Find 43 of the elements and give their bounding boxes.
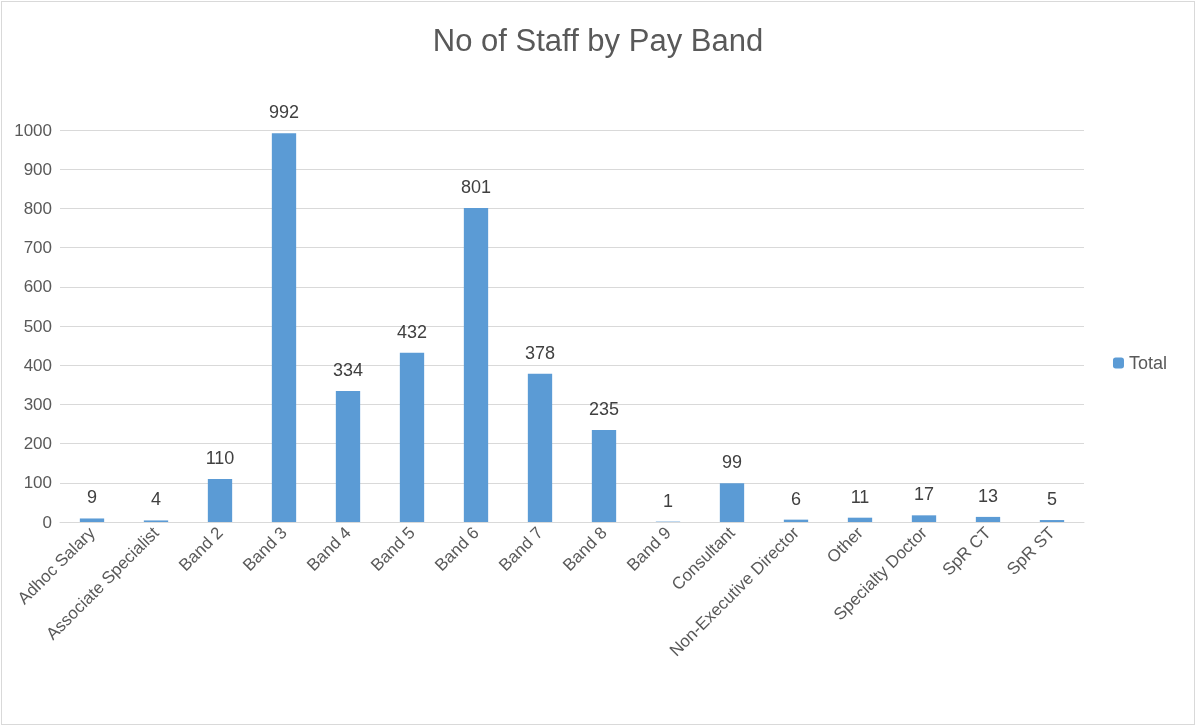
x-tick-label: SpR CT <box>938 523 995 580</box>
data-label: 235 <box>588 398 620 419</box>
y-tick-label: 0 <box>42 512 52 532</box>
y-tick-label: 100 <box>23 473 52 493</box>
data-label: 334 <box>332 360 364 381</box>
y-tick-label: 200 <box>23 434 52 454</box>
bar <box>719 483 745 522</box>
bar <box>591 429 617 522</box>
bar <box>463 208 489 522</box>
data-label: 17 <box>913 484 935 505</box>
data-label: 4 <box>150 489 162 510</box>
bar <box>399 352 425 522</box>
bar <box>271 133 297 522</box>
bar <box>911 515 937 522</box>
bar <box>975 516 1001 522</box>
y-tick-label: 300 <box>23 394 52 414</box>
data-label: 378 <box>524 342 556 363</box>
data-label: 13 <box>977 485 999 506</box>
bar <box>335 391 361 522</box>
chart-title: No of Staff by Pay Band <box>432 23 764 58</box>
data-label: 1 <box>662 490 674 511</box>
legend-label: Total <box>1128 353 1168 373</box>
y-tick-label: 400 <box>23 355 52 375</box>
data-label: 992 <box>268 102 300 123</box>
data-label: 801 <box>460 177 492 198</box>
y-tick-label: 500 <box>23 316 52 336</box>
data-label: 6 <box>790 488 802 509</box>
y-tick-label: 1000 <box>14 120 52 140</box>
y-tick-label: 900 <box>23 159 52 179</box>
bar <box>847 517 873 522</box>
data-label: 9 <box>86 487 98 508</box>
y-tick-label: 800 <box>23 198 52 218</box>
bar <box>527 373 553 522</box>
bar <box>79 518 105 522</box>
y-tick-label: 700 <box>23 238 52 258</box>
bar <box>207 478 233 522</box>
data-label: 99 <box>721 452 743 473</box>
data-label: 5 <box>1046 489 1058 510</box>
data-label: 432 <box>396 321 428 342</box>
data-label: 110 <box>205 447 235 468</box>
y-tick-label: 600 <box>23 277 52 297</box>
x-tick-label: SpR ST <box>1003 523 1059 579</box>
data-label: 11 <box>850 486 870 507</box>
